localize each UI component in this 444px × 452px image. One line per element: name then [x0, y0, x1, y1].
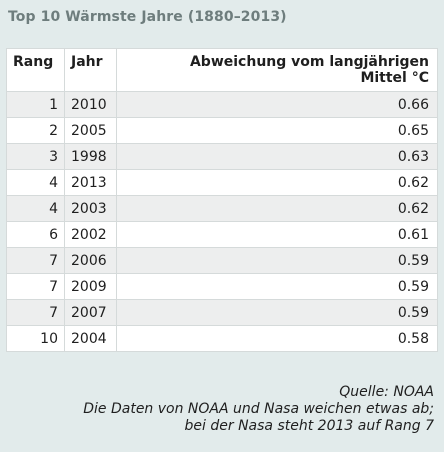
- deviation-cell: 0.58: [116, 325, 438, 352]
- warmest-years-table: Rang Jahr Abweichung vom langjährigen Mi…: [6, 48, 438, 352]
- year-cell: 2009: [64, 273, 117, 300]
- rank-cell: 6: [6, 221, 65, 248]
- year-cell: 2005: [64, 117, 117, 144]
- table-row: 7 2006 0.59: [6, 247, 438, 274]
- table-row: 2 2005 0.65: [6, 117, 438, 144]
- table-row: 7 2007 0.59: [6, 299, 438, 326]
- table-row: 1 2010 0.66: [6, 91, 438, 118]
- year-cell: 2007: [64, 299, 117, 326]
- column-header-deviation-line2: Mittel °C: [360, 70, 429, 86]
- table-row: 4 2003 0.62: [6, 195, 438, 222]
- column-header-year: Jahr: [64, 48, 117, 92]
- year-cell: 2004: [64, 325, 117, 352]
- source-footnote: Quelle: NOAA Die Daten von NOAA und Nasa…: [83, 384, 434, 435]
- column-header-rank: Rang: [6, 48, 65, 92]
- rank-cell: 7: [6, 273, 65, 300]
- source-label: Quelle: NOAA: [339, 384, 434, 400]
- rank-cell: 4: [6, 169, 65, 196]
- rank-cell: 3: [6, 143, 65, 170]
- table-header-row: Rang Jahr Abweichung vom langjährigen Mi…: [6, 48, 438, 92]
- deviation-cell: 0.66: [116, 91, 438, 118]
- column-header-deviation: Abweichung vom langjährigen Mittel °C: [116, 48, 438, 92]
- footnote-line-1: Die Daten von NOAA und Nasa weichen etwa…: [83, 401, 434, 417]
- year-cell: 2002: [64, 221, 117, 248]
- widget-title: Top 10 Wärmste Jahre (1880–2013): [8, 9, 287, 25]
- year-cell: 1998: [64, 143, 117, 170]
- deviation-cell: 0.59: [116, 247, 438, 274]
- rank-cell: 7: [6, 247, 65, 274]
- table-row: 3 1998 0.63: [6, 143, 438, 170]
- deviation-cell: 0.62: [116, 195, 438, 222]
- rank-cell: 10: [6, 325, 65, 352]
- deviation-cell: 0.59: [116, 299, 438, 326]
- table-row: 4 2013 0.62: [6, 169, 438, 196]
- year-cell: 2013: [64, 169, 117, 196]
- rank-cell: 7: [6, 299, 65, 326]
- year-cell: 2010: [64, 91, 117, 118]
- table-row: 6 2002 0.61: [6, 221, 438, 248]
- column-header-deviation-line1: Abweichung vom langjährigen: [189, 54, 429, 70]
- rank-cell: 4: [6, 195, 65, 222]
- deviation-cell: 0.62: [116, 169, 438, 196]
- deviation-cell: 0.59: [116, 273, 438, 300]
- rank-cell: 1: [6, 91, 65, 118]
- deviation-cell: 0.63: [116, 143, 438, 170]
- deviation-cell: 0.65: [116, 117, 438, 144]
- deviation-cell: 0.61: [116, 221, 438, 248]
- rank-cell: 2: [6, 117, 65, 144]
- table-row: 10 2004 0.58: [6, 325, 438, 352]
- footnote-line-2: bei der Nasa steht 2013 auf Rang 7: [184, 418, 434, 434]
- year-cell: 2006: [64, 247, 117, 274]
- table-row: 7 2009 0.59: [6, 273, 438, 300]
- year-cell: 2003: [64, 195, 117, 222]
